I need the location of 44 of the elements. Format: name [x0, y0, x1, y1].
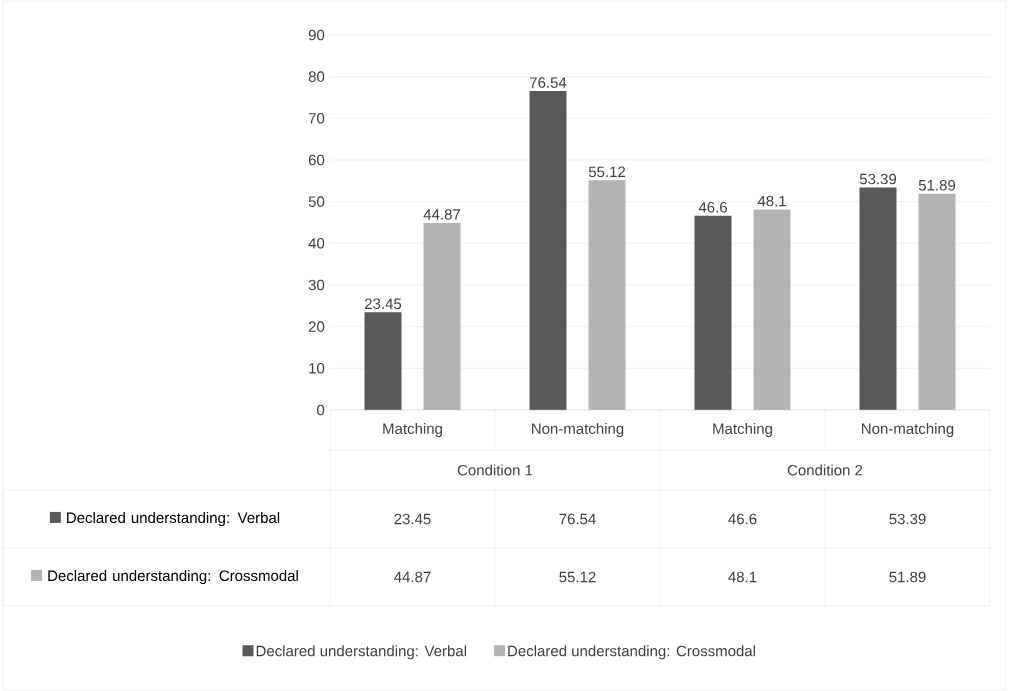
text: Condition 2: [787, 464, 863, 476]
text: 55.12: [588, 166, 626, 178]
bar: [918, 193, 956, 410]
data-label: 76.54: [559, 513, 596, 525]
data-label: 46.6: [728, 513, 757, 525]
y-tick-label: 40: [308, 238, 325, 249]
legend-label: Declared understanding: Verbal: [67, 512, 280, 527]
text: Declared understanding: Crossmodal: [508, 645, 755, 660]
y-tick-label: 0: [317, 404, 325, 416]
y-tick-label: 20: [308, 321, 325, 332]
bar: [694, 215, 732, 410]
bar: [588, 180, 626, 410]
text: 48.1: [757, 195, 786, 207]
y-tick-label: 50: [308, 196, 325, 207]
bar: [364, 312, 402, 410]
data-label: 23.45: [394, 513, 431, 525]
x-tick-label: Matching: [713, 422, 772, 437]
y-tick-label: 30: [308, 279, 325, 291]
data-label: 44.87: [394, 571, 431, 583]
data-label: 55.12: [559, 571, 596, 583]
x-tick-label: Non-matching: [532, 422, 624, 437]
data-label: 51.89: [889, 571, 926, 583]
x-tick-label: Matching: [383, 422, 442, 437]
bar: [529, 91, 567, 410]
x-tick-label: Non-matching: [862, 422, 954, 437]
data-label: 53.39: [889, 513, 926, 525]
text: 44.87: [423, 209, 461, 220]
text: Declared understanding: Verbal: [256, 645, 467, 660]
bar: [423, 223, 461, 410]
y-tick-label: 70: [308, 113, 325, 124]
text: 53.39: [859, 173, 897, 185]
text: 46.6: [698, 202, 727, 213]
y-tick-label: 90: [308, 29, 325, 41]
text: 51.89: [918, 179, 956, 191]
text: Condition 1: [457, 464, 533, 476]
y-tick-label: 10: [309, 363, 325, 374]
text: 23.45: [364, 298, 402, 310]
y-tick-label: 80: [308, 71, 325, 82]
data-label: 48.1: [728, 571, 757, 583]
legend-label: Declared understanding: Crossmodal: [48, 570, 298, 585]
y-tick-label: 60: [308, 154, 325, 166]
bar: [753, 209, 791, 410]
bar: [859, 187, 897, 410]
text: 76.54: [530, 77, 567, 88]
